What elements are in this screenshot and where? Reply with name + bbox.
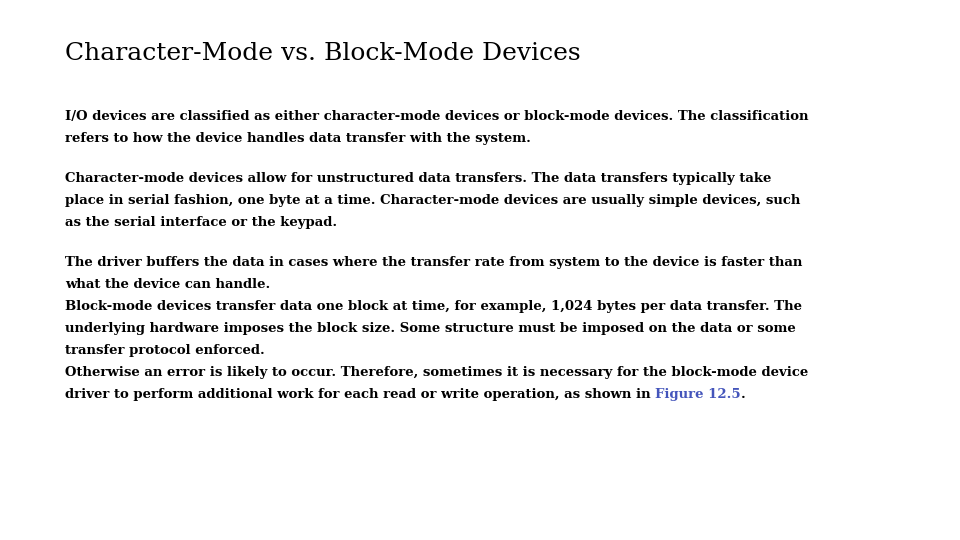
Text: what the device can handle.: what the device can handle. — [65, 278, 271, 291]
Text: refers to how the device handles data transfer with the system.: refers to how the device handles data tr… — [65, 132, 531, 145]
Text: underlying hardware imposes the block size. Some structure must be imposed on th: underlying hardware imposes the block si… — [65, 322, 796, 335]
Text: driver to perform additional work for each read or write operation, as shown in: driver to perform additional work for ea… — [65, 388, 656, 401]
Text: Figure 12.5: Figure 12.5 — [656, 388, 741, 401]
Text: I/O devices are classified as either character-mode devices or block-mode device: I/O devices are classified as either cha… — [65, 110, 808, 123]
Text: place in serial fashion, one byte at a time. Character-mode devices are usually : place in serial fashion, one byte at a t… — [65, 194, 801, 207]
Text: as the serial interface or the keypad.: as the serial interface or the keypad. — [65, 216, 337, 229]
Text: transfer protocol enforced.: transfer protocol enforced. — [65, 344, 265, 357]
Text: Character-mode devices allow for unstructured data transfers. The data transfers: Character-mode devices allow for unstruc… — [65, 172, 772, 185]
Text: Character-Mode vs. Block-Mode Devices: Character-Mode vs. Block-Mode Devices — [65, 42, 581, 65]
Text: .: . — [741, 388, 746, 401]
Text: The driver buffers the data in cases where the transfer rate from system to the : The driver buffers the data in cases whe… — [65, 256, 803, 269]
Text: Block-mode devices transfer data one block at time, for example, 1,024 bytes per: Block-mode devices transfer data one blo… — [65, 300, 802, 313]
Text: Otherwise an error is likely to occur. Therefore, sometimes it is necessary for : Otherwise an error is likely to occur. T… — [65, 366, 808, 379]
